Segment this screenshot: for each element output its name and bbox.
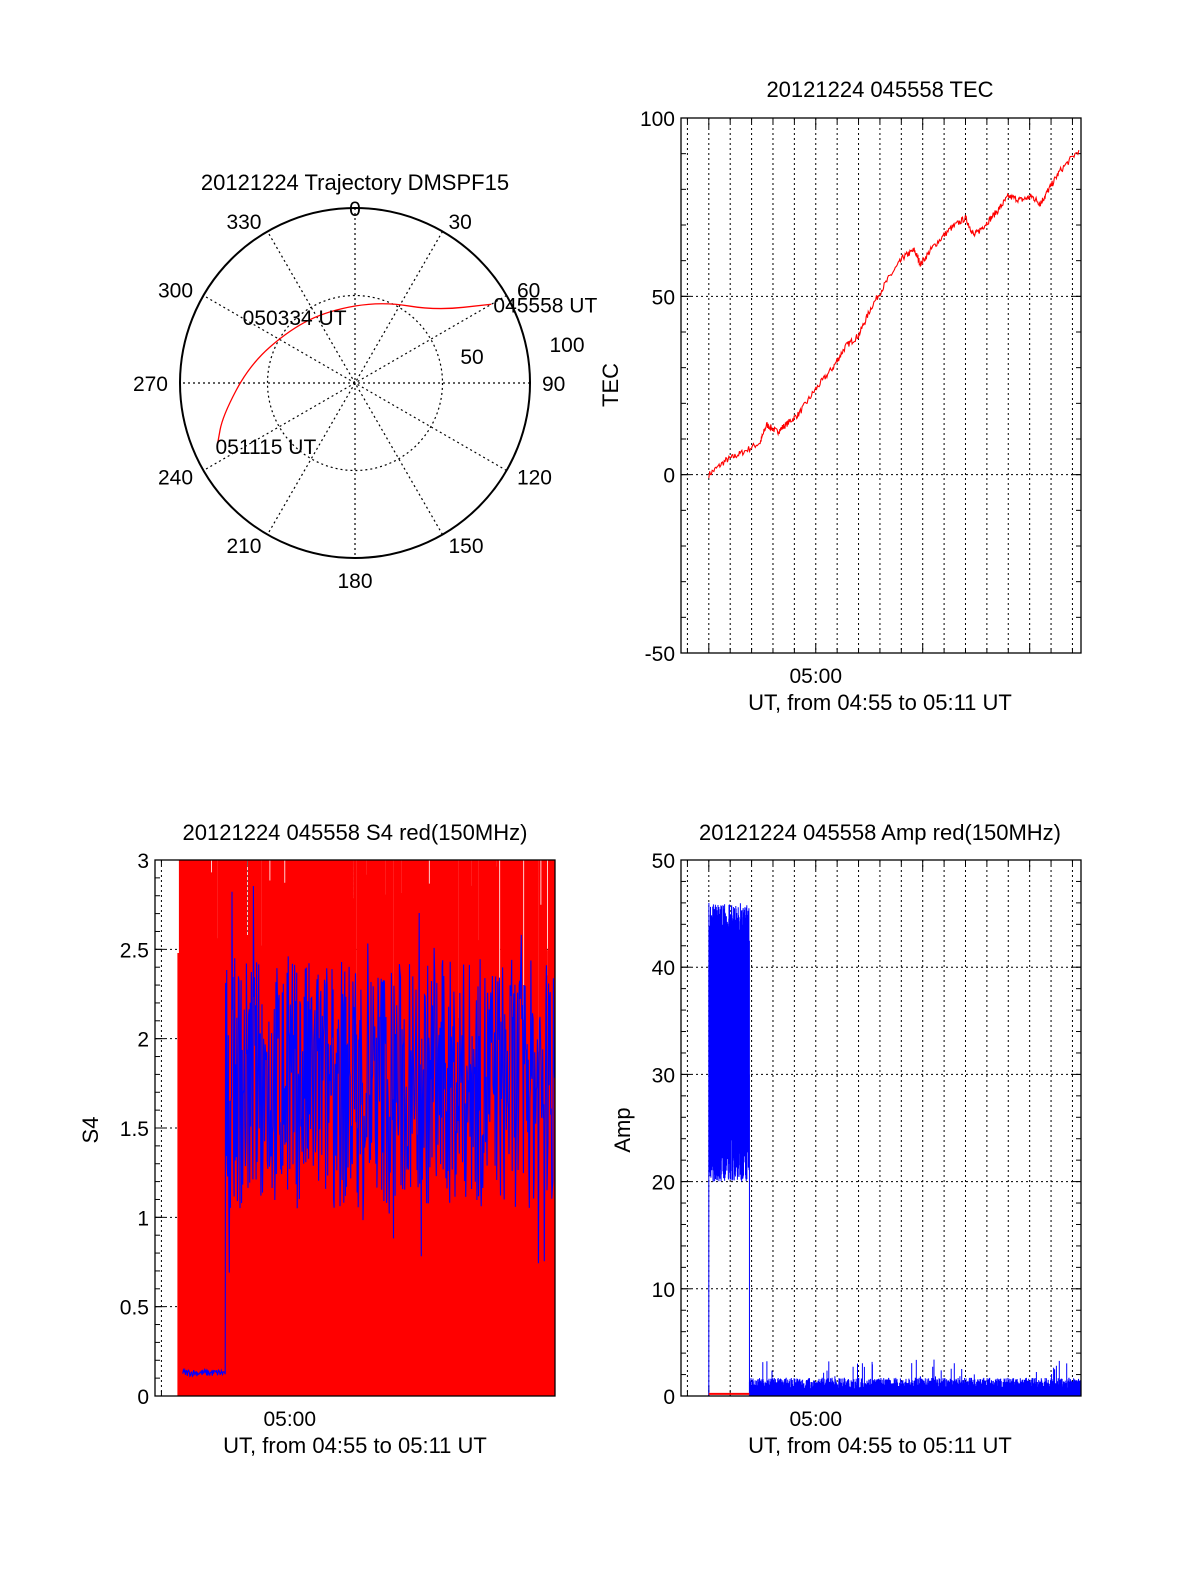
amp-plot: 20121224 045558 Amp red(150MHz) UT, from… xyxy=(610,820,1082,1458)
tec-line xyxy=(708,149,1080,478)
azimuth-label: 150 xyxy=(449,535,484,558)
azimuth-label: 330 xyxy=(226,211,261,234)
y-tick-label: 3 xyxy=(137,850,149,873)
s4-plot-area: 0 0.5 1 1.5 2 2.5 3 05:00 xyxy=(120,850,556,1431)
s4-plot: 20121224 045558 S4 red(150MHz) UT, from … xyxy=(78,820,556,1458)
y-tick-label: 10 xyxy=(652,1279,675,1302)
azimuth-label: 60 xyxy=(517,280,540,303)
radial-label: 100 xyxy=(549,334,584,357)
trajectory-series xyxy=(216,303,492,445)
y-tick-label: -50 xyxy=(645,643,675,666)
amp-blue-series xyxy=(708,902,1082,1396)
y-tick-label: 0.5 xyxy=(120,1297,149,1320)
spoke-line xyxy=(266,231,444,535)
tec-plot-area: -50 0 50 100 05:00 xyxy=(640,108,1082,688)
tec-ylabel: TEC xyxy=(598,363,623,407)
radial-label: 50 xyxy=(460,346,483,369)
time-annotation: 045558 UT xyxy=(493,294,597,317)
tec-xlabel: UT, from 04:55 to 05:11 UT xyxy=(748,690,1012,715)
y-tick-label: 1.5 xyxy=(120,1118,149,1141)
y-tick-label: 1 xyxy=(137,1207,149,1230)
y-tick-label: 20 xyxy=(652,1172,675,1195)
inner-circle xyxy=(266,294,444,472)
time-annotation: 051115 UT xyxy=(216,436,317,459)
time-annotation: 050334 UT xyxy=(243,307,347,330)
x-tick-label: 05:00 xyxy=(789,1408,842,1431)
azimuth-label: 180 xyxy=(337,570,372,593)
tec-title: 20121224 045558 TEC xyxy=(766,77,993,102)
y-tick-label: 0 xyxy=(663,465,675,488)
azimuth-label: 90 xyxy=(542,373,565,396)
s4-blue-series xyxy=(182,885,555,1378)
y-tick-label: 2 xyxy=(137,1029,149,1052)
y-tick-label: 2.5 xyxy=(120,939,149,962)
y-tick-label: 50 xyxy=(652,850,675,873)
y-tick-label: 40 xyxy=(652,957,675,980)
y-tick-label: 0 xyxy=(137,1386,149,1409)
trajectory-title: 20121224 Trajectory DMSPF15 xyxy=(201,170,509,195)
azimuth-label: 240 xyxy=(158,467,193,490)
tec-plot: 20121224 045558 TEC UT, from 04:55 to 05… xyxy=(598,77,1082,715)
amp-title: 20121224 045558 Amp red(150MHz) xyxy=(699,820,1061,845)
plot-border xyxy=(154,859,556,1397)
polar-labels: 0 30 60 90 120 150 180 210 240 270 300 330 50 100 0455… xyxy=(133,198,598,593)
plot-border xyxy=(680,859,1082,1397)
azimuth-label: 0 xyxy=(349,198,361,221)
amp-ylabel: Amp xyxy=(610,1107,635,1152)
azimuth-label: 270 xyxy=(133,373,168,396)
azimuth-label: 30 xyxy=(449,211,472,234)
amp-plot-area: 0 10 20 30 40 50 05:00 xyxy=(652,850,1082,1431)
s4-xlabel: UT, from 04:55 to 05:11 UT xyxy=(223,1433,487,1458)
y-tick-label: 100 xyxy=(640,108,675,131)
y-tick-label: 0 xyxy=(663,1386,675,1409)
azimuth-label: 120 xyxy=(517,467,552,490)
polar-grid xyxy=(179,207,531,559)
amp-xlabel: UT, from 04:55 to 05:11 UT xyxy=(748,1433,1012,1458)
s4-title: 20121224 045558 S4 red(150MHz) xyxy=(183,820,528,845)
x-tick-label: 05:00 xyxy=(263,1408,316,1431)
s4-ylabel: S4 xyxy=(78,1117,103,1144)
trajectory-line xyxy=(216,303,492,445)
azimuth-label: 210 xyxy=(226,535,261,558)
y-tick-label: 50 xyxy=(652,286,675,309)
trajectory-polar-plot: 20121224 Trajectory DMSPF15 0 30 60 90 120 15… xyxy=(133,170,598,593)
x-tick-label: 05:00 xyxy=(789,665,842,688)
y-tick-label: 30 xyxy=(652,1064,675,1087)
azimuth-label: 300 xyxy=(158,280,193,303)
plot-border xyxy=(680,117,1082,654)
